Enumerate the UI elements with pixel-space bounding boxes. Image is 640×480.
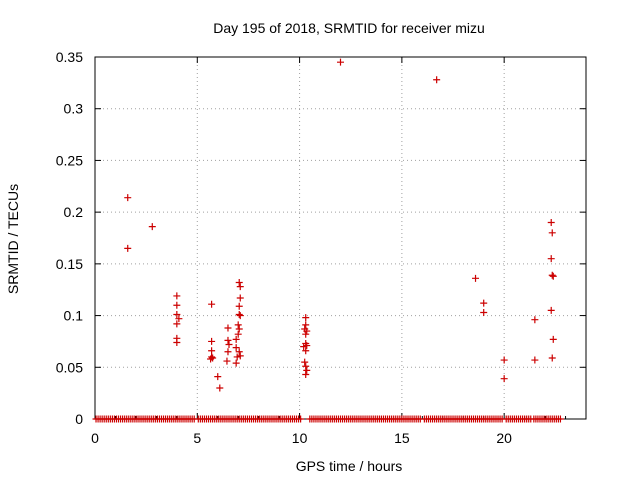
data-point xyxy=(223,357,231,365)
data-point xyxy=(236,294,244,302)
data-point xyxy=(232,344,240,352)
data-point xyxy=(235,348,243,356)
data-point xyxy=(500,375,508,383)
data-point xyxy=(214,373,222,381)
data-point xyxy=(124,244,132,252)
data-point xyxy=(234,321,242,329)
y-tick-label: 0.1 xyxy=(64,308,84,324)
data-point xyxy=(234,330,242,338)
data-point xyxy=(549,272,557,280)
y-tick-label: 0.05 xyxy=(56,359,83,375)
data-point xyxy=(173,292,181,300)
data-point xyxy=(547,255,555,263)
y-tick-label: 0.25 xyxy=(56,152,83,168)
data-point xyxy=(175,315,183,323)
y-tick-label: 0 xyxy=(75,411,83,427)
data-point xyxy=(173,338,181,346)
y-axis-label: SRMTID / TECUs xyxy=(5,184,21,294)
data-point xyxy=(303,366,311,374)
data-point xyxy=(472,274,480,282)
data-series-srmtid xyxy=(92,58,564,423)
data-point xyxy=(236,283,244,291)
data-point xyxy=(148,223,156,231)
data-point xyxy=(531,316,539,324)
data-point xyxy=(302,371,310,379)
data-point xyxy=(216,384,224,392)
x-tick-label: 0 xyxy=(91,430,99,446)
x-axis-label: GPS time / hours xyxy=(296,458,403,474)
data-point xyxy=(224,336,232,344)
grid-lines xyxy=(95,57,586,419)
data-point xyxy=(547,306,555,314)
y-tick-label: 0.15 xyxy=(56,256,83,272)
plot-frame xyxy=(94,56,587,420)
data-point xyxy=(500,356,508,364)
data-point xyxy=(547,218,555,226)
data-point xyxy=(302,362,310,370)
data-point xyxy=(232,359,240,367)
data-point xyxy=(236,312,244,320)
data-point xyxy=(236,352,244,360)
data-point xyxy=(208,337,216,345)
data-point xyxy=(302,314,310,322)
x-tick-label: 10 xyxy=(292,430,308,446)
data-point xyxy=(480,299,488,307)
data-point xyxy=(209,354,217,362)
data-point xyxy=(480,308,488,316)
data-point xyxy=(173,320,181,328)
data-point xyxy=(235,278,243,286)
data-point xyxy=(302,347,310,355)
data-point xyxy=(301,358,309,366)
data-point xyxy=(302,321,310,329)
data-point xyxy=(548,271,556,279)
data-point xyxy=(300,343,308,351)
data-point xyxy=(531,356,539,364)
data-point xyxy=(548,354,556,362)
data-point xyxy=(433,76,441,84)
data-point xyxy=(337,58,344,66)
data-point xyxy=(235,311,243,319)
axis-ticks: 0 5 10 15 20 0 0.05 0.1 0.15 0.2 0.25 0.3 0.35 xyxy=(56,49,587,446)
data-point xyxy=(556,415,564,423)
y-tick-label: 0.3 xyxy=(64,101,84,117)
x-tick-label: 15 xyxy=(394,430,410,446)
y-tick-label: 0.35 xyxy=(56,49,83,65)
data-point xyxy=(235,325,243,333)
data-point xyxy=(173,311,181,319)
data-point xyxy=(208,347,216,355)
x-tick-label: 5 xyxy=(193,430,201,446)
data-point xyxy=(303,342,311,350)
x-tick-label: 20 xyxy=(496,430,512,446)
data-point xyxy=(235,302,243,310)
y-tick-label: 0.2 xyxy=(64,204,84,220)
data-point xyxy=(549,335,557,343)
data-point xyxy=(208,300,216,308)
data-point xyxy=(303,327,311,335)
data-point xyxy=(224,348,232,356)
data-point xyxy=(124,194,132,202)
data-point xyxy=(302,330,310,338)
data-point xyxy=(232,335,240,343)
data-point xyxy=(233,353,241,361)
data-point xyxy=(548,229,556,237)
data-point xyxy=(225,341,233,349)
chart-title: Day 195 of 2018, SRMTID for receiver miz… xyxy=(213,20,485,36)
data-point xyxy=(297,415,305,423)
data-point xyxy=(224,324,232,332)
data-point xyxy=(173,301,181,309)
